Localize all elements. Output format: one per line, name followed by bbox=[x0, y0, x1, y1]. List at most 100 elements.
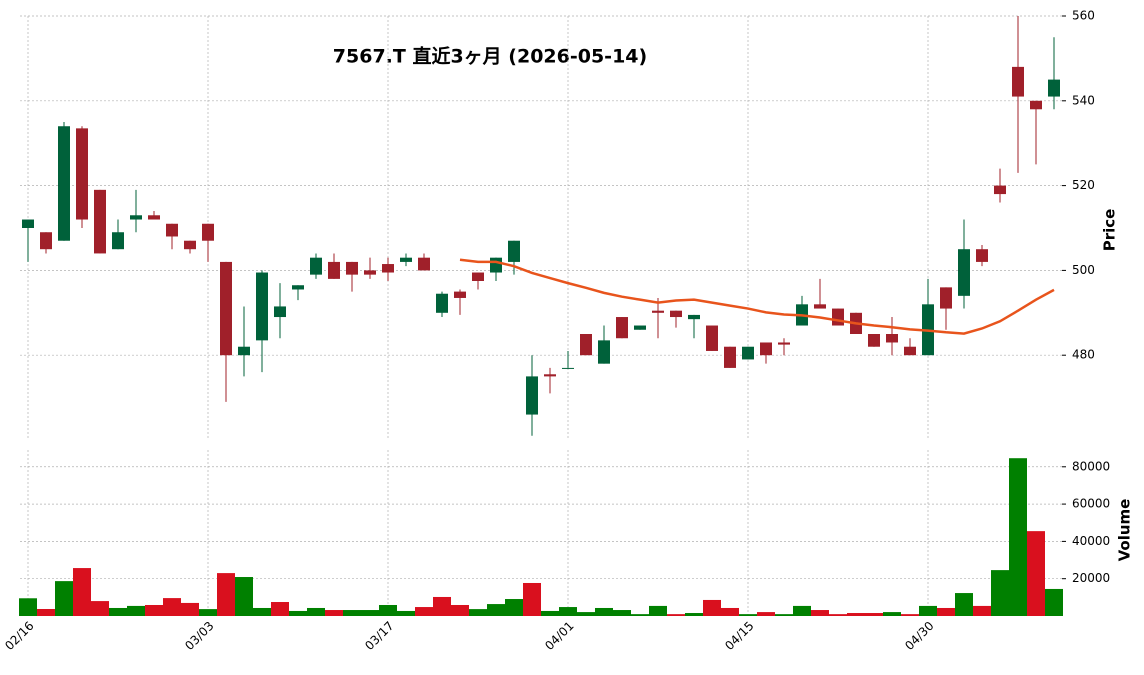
candle-body bbox=[148, 215, 160, 220]
volume-bar bbox=[937, 607, 955, 616]
volume-bar bbox=[559, 607, 577, 616]
volume-bar bbox=[523, 582, 541, 616]
candle-body bbox=[724, 346, 736, 368]
volume-bar bbox=[415, 607, 433, 616]
volume-bar bbox=[649, 605, 667, 616]
volume-bar bbox=[1009, 458, 1027, 616]
candle-body bbox=[976, 249, 988, 262]
candle-body bbox=[238, 346, 250, 356]
candle-body bbox=[40, 232, 52, 250]
candle-body bbox=[1012, 66, 1024, 97]
y-axis-label: Price bbox=[1101, 209, 1119, 252]
candle-body bbox=[1048, 79, 1060, 97]
x-tick-label: 03/03 bbox=[182, 619, 216, 653]
candle-body bbox=[994, 185, 1006, 195]
candle-body bbox=[472, 272, 484, 281]
candle-body bbox=[202, 223, 214, 241]
candle-body bbox=[454, 291, 466, 298]
x-tick-label: 04/01 bbox=[542, 619, 576, 653]
candle-body bbox=[328, 261, 340, 279]
volume-bar bbox=[595, 607, 613, 616]
candle-body bbox=[670, 310, 682, 318]
volume-bar bbox=[1027, 531, 1045, 616]
candle-body bbox=[688, 314, 700, 320]
y-tick-label: 540 bbox=[1072, 93, 1095, 107]
volume-bar bbox=[757, 612, 775, 616]
volume-bar bbox=[919, 605, 937, 616]
candle-body bbox=[634, 325, 646, 330]
candle-body bbox=[346, 261, 358, 275]
volume-bar bbox=[271, 602, 289, 616]
candle-body bbox=[130, 215, 142, 220]
volume-bar bbox=[577, 612, 595, 616]
volume-bar bbox=[793, 605, 811, 616]
volume-bar bbox=[253, 607, 271, 616]
volume-bar bbox=[901, 614, 919, 616]
volume-bar bbox=[145, 604, 163, 616]
candle-body bbox=[508, 240, 520, 262]
volume-bar bbox=[235, 577, 253, 616]
volume-bar bbox=[631, 614, 649, 616]
volume-bar bbox=[379, 604, 397, 616]
volume-bar bbox=[685, 613, 703, 616]
candle-body bbox=[778, 342, 790, 345]
y-tick-label: 520 bbox=[1072, 178, 1095, 192]
volume-bar bbox=[613, 610, 631, 616]
candle-body bbox=[868, 334, 880, 347]
candle-body bbox=[256, 272, 268, 341]
volume-bar bbox=[541, 610, 559, 616]
candle-body bbox=[76, 128, 88, 220]
y-tick-label: 480 bbox=[1072, 348, 1095, 362]
volume-bar bbox=[451, 604, 469, 616]
candle-body bbox=[904, 346, 916, 356]
candle-body bbox=[184, 240, 196, 250]
candle-body bbox=[580, 334, 592, 356]
volume-bar bbox=[469, 609, 487, 616]
candle-body bbox=[274, 306, 286, 318]
volume-bar bbox=[343, 610, 361, 616]
candle-body bbox=[760, 342, 772, 356]
x-tick-label: 04/15 bbox=[722, 619, 756, 653]
candle-body bbox=[22, 219, 34, 228]
volume-bar bbox=[703, 599, 721, 616]
candle-body bbox=[292, 285, 304, 290]
volume-bar bbox=[325, 610, 343, 616]
volume-bar bbox=[865, 613, 883, 616]
y2-axis-label: Volume bbox=[1116, 499, 1134, 562]
volume-bar bbox=[163, 598, 181, 616]
y-tick-label: 500 bbox=[1072, 263, 1095, 277]
candle-body bbox=[598, 340, 610, 364]
volume-bar bbox=[739, 614, 757, 616]
candle-body bbox=[220, 261, 232, 356]
volume-bar bbox=[127, 605, 145, 616]
candle-body bbox=[364, 270, 376, 275]
volume-bar bbox=[721, 607, 739, 616]
volume-bar bbox=[217, 573, 235, 616]
volume-bar bbox=[973, 605, 991, 616]
volume-bar bbox=[91, 601, 109, 616]
candle-body bbox=[544, 374, 556, 377]
volume-bar bbox=[199, 609, 217, 616]
candle-body bbox=[94, 189, 106, 254]
volume-bar bbox=[883, 612, 901, 616]
volume-bar bbox=[109, 607, 127, 616]
candle-body bbox=[490, 257, 502, 273]
candle-body bbox=[832, 308, 844, 326]
volume-bar bbox=[667, 614, 685, 616]
candle-body bbox=[886, 334, 898, 343]
candle-body bbox=[112, 232, 124, 250]
volume-bar bbox=[1045, 588, 1063, 616]
y2-tick-label: 80000 bbox=[1072, 459, 1110, 473]
volume-bar bbox=[847, 613, 865, 616]
candle-body bbox=[58, 126, 70, 241]
volume-bar bbox=[307, 607, 325, 616]
candle-body bbox=[418, 257, 430, 271]
candle-body bbox=[526, 376, 538, 415]
volume-bar bbox=[19, 598, 37, 616]
x-tick-label: 03/17 bbox=[362, 619, 396, 653]
y-tick-label: 560 bbox=[1072, 9, 1095, 23]
volume-bar bbox=[505, 599, 523, 616]
candle-body bbox=[400, 257, 412, 262]
volume-bar bbox=[37, 609, 55, 616]
y2-tick-label: 20000 bbox=[1072, 571, 1110, 585]
